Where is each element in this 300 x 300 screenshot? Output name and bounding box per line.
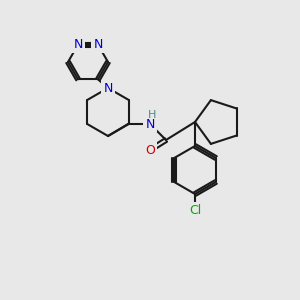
Text: N: N — [103, 82, 113, 94]
Text: N: N — [73, 38, 83, 51]
Text: O: O — [145, 143, 155, 157]
Text: N: N — [145, 118, 155, 130]
Text: Cl: Cl — [189, 203, 201, 217]
Text: H: H — [148, 110, 156, 120]
Text: N: N — [93, 38, 103, 51]
